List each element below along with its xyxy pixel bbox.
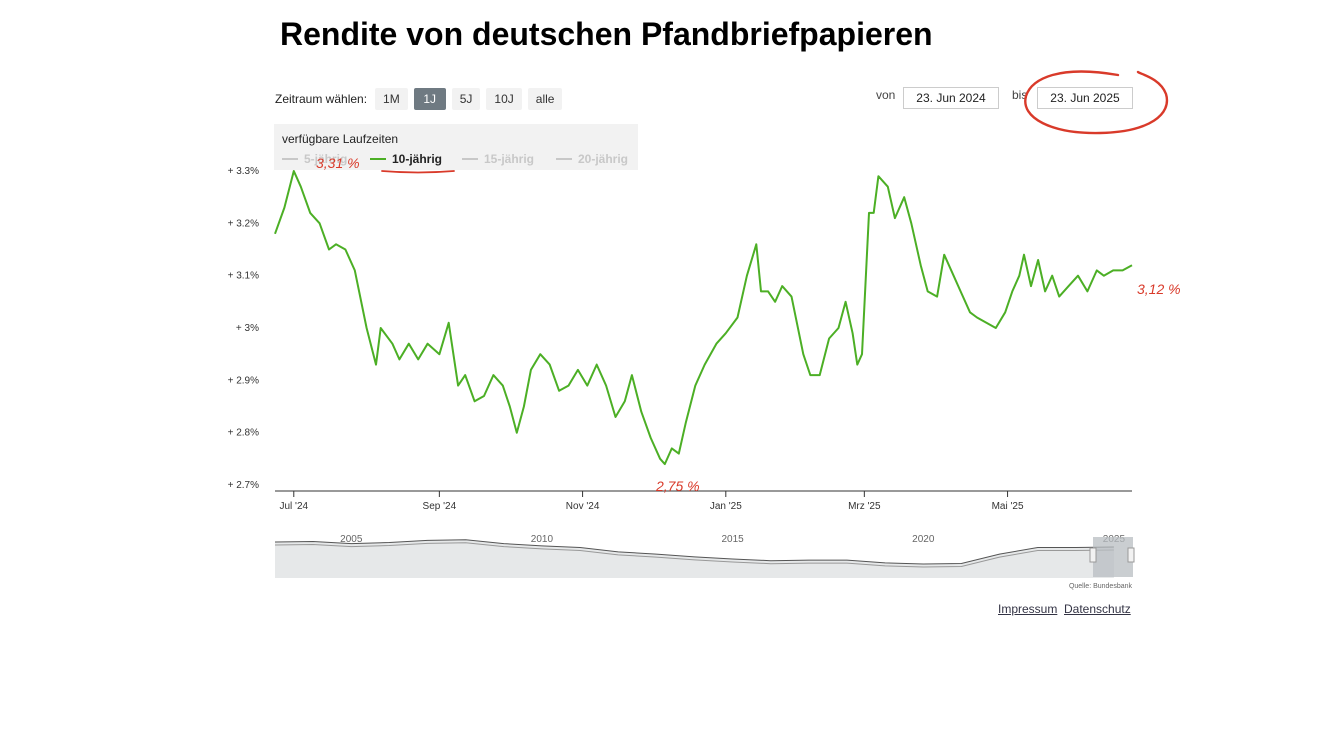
navigator-tick-label: 2005: [340, 534, 363, 545]
x-tick-label: Mai '25: [992, 501, 1024, 512]
legend: verfügbare Laufzeiten 5-jährig 10-jährig…: [274, 124, 638, 170]
navigator-tick-label: 2010: [531, 534, 554, 545]
navigator-tick-label: 2025: [1103, 534, 1126, 545]
date-to-label: bis: [1012, 88, 1028, 102]
y-axis: + 2.7% + 2.8% + 2.9% + 3% + 3.1% + 3.2% + 3.3%: [228, 166, 260, 491]
impressum-link[interactable]: Impressum: [998, 602, 1058, 616]
series-line: [274, 170, 1133, 466]
legend-item-label: 10-jährig: [392, 152, 443, 166]
legend-line-icon: [462, 158, 478, 160]
legend-line-icon: [370, 158, 386, 160]
y-tick-label: + 2.8%: [228, 428, 260, 439]
y-tick-label: + 3%: [236, 323, 259, 334]
zoom-button-1y[interactable]: 1J: [413, 88, 446, 110]
legend-item-label: 20-jährig: [578, 152, 629, 166]
legend-line-icon: [282, 158, 298, 160]
navigator: 2005 2010 2015 2020 2025 Quelle: Bundesbank: [274, 531, 1135, 590]
date-from-input[interactable]: [903, 87, 999, 109]
x-tick-label: Jan '25: [710, 501, 742, 512]
legend-line-icon: [556, 158, 572, 160]
navigator-area: [275, 539, 1114, 578]
legend-item-label: 5-jährig: [304, 152, 348, 166]
date-from-label: von: [876, 88, 896, 102]
navigator-line: [274, 539, 1114, 565]
range-selector-label: Zeitraum wählen:: [275, 92, 368, 106]
y-tick-label: + 3.1%: [228, 271, 260, 282]
x-axis: Jul '24 Sep '24 Nov '24 Jan '25 Mrz '25 Mai '…: [275, 490, 1132, 512]
zoom-button-10y[interactable]: 10J: [486, 88, 522, 110]
navigator-handle-left[interactable]: [1089, 547, 1097, 563]
navigator-background: [275, 531, 1133, 578]
low-annotation: 2,75 %: [655, 478, 700, 494]
legend-item-5y[interactable]: 5-jährig: [282, 152, 347, 166]
legend-item-15y[interactable]: 15-jährig: [462, 152, 534, 166]
navigator-tick-label: 2020: [912, 534, 935, 545]
x-tick-label: Mrz '25: [848, 501, 881, 512]
legend-title: verfügbare Laufzeiten: [282, 132, 399, 146]
underline-annotation: [381, 170, 455, 174]
plot-area: [274, 170, 1133, 466]
navigator-line-secondary: [274, 542, 1114, 568]
navigator-selection[interactable]: [1093, 537, 1133, 577]
zoom-button-all[interactable]: alle: [527, 88, 563, 110]
zoom-button-5y[interactable]: 5J: [451, 88, 481, 110]
range-selector: Zeitraum wählen: 1M 1J 5J 10J alle: [275, 88, 568, 110]
legend-item-20y[interactable]: 20-jährig: [556, 152, 628, 166]
navigator-handle-right[interactable]: [1127, 547, 1135, 563]
date-to-input[interactable]: [1037, 87, 1133, 109]
y-tick-label: + 2.9%: [228, 375, 260, 386]
x-tick-label: Jul '24: [279, 501, 308, 512]
legend-item-10y[interactable]: 10-jährig: [370, 152, 442, 166]
credit-text: Quelle: Bundesbank: [1069, 583, 1133, 590]
last-annotation: 3,12 %: [1137, 281, 1181, 297]
y-tick-label: + 2.7%: [228, 480, 260, 491]
x-tick-label: Nov '24: [566, 501, 600, 512]
page-title: Rendite von deutschen Pfandbriefpapieren: [280, 16, 933, 52]
legend-item-label: 15-jährig: [484, 152, 535, 166]
y-tick-label: + 3.2%: [228, 218, 260, 229]
x-tick-label: Sep '24: [423, 501, 457, 512]
navigator-tick-label: 2015: [721, 534, 744, 545]
datenschutz-link[interactable]: Datenschutz: [1064, 602, 1131, 616]
y-tick-label: + 3.3%: [228, 166, 260, 177]
zoom-button-1m[interactable]: 1M: [375, 88, 408, 110]
